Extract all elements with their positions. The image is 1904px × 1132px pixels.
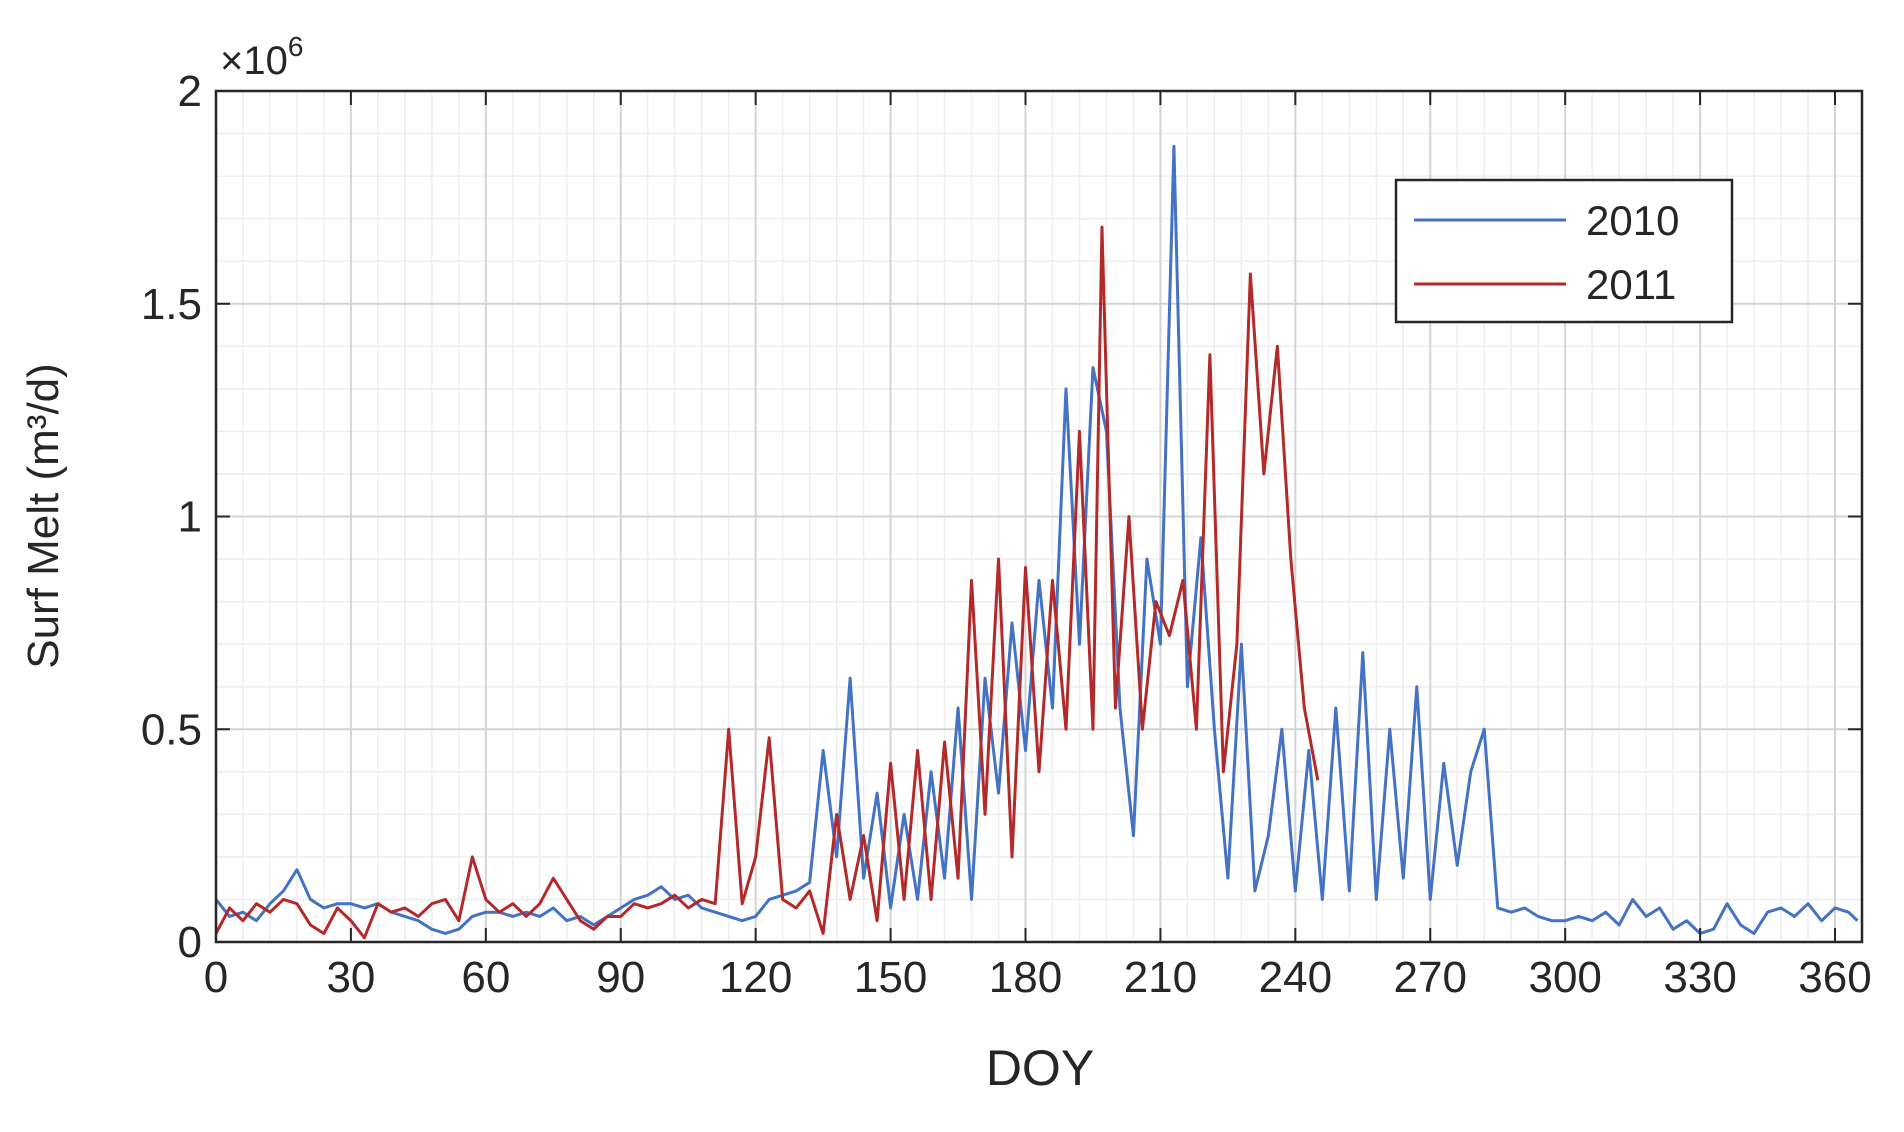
legend: 2010 2011 bbox=[1394, 178, 1734, 324]
y-tick-label: 0.5 bbox=[141, 705, 202, 754]
y-tick-label: 1.5 bbox=[141, 280, 202, 329]
x-tick-label: 270 bbox=[1394, 953, 1467, 1002]
y-multiplier: ×106 bbox=[220, 31, 303, 83]
x-tick-label: 180 bbox=[989, 953, 1062, 1002]
x-tick-label: 30 bbox=[326, 953, 375, 1002]
plot-frame bbox=[214, 89, 1864, 944]
x-axis-label: DOY bbox=[986, 1040, 1094, 1096]
plot-lines bbox=[214, 144, 1859, 940]
y-tick-label: 2 bbox=[178, 67, 202, 116]
y-multiplier-base: ×10 bbox=[220, 39, 288, 83]
x-tick-label: 60 bbox=[461, 953, 510, 1002]
x-tick-label: 210 bbox=[1124, 953, 1197, 1002]
series-line bbox=[214, 144, 1859, 935]
y-axis-label: Surf Melt (m³/d) bbox=[19, 363, 68, 669]
y-tick-label: 1 bbox=[178, 493, 202, 542]
y-tick-label: 0 bbox=[178, 918, 202, 967]
series-line bbox=[214, 225, 1320, 940]
x-tick-label: 360 bbox=[1798, 953, 1871, 1002]
legend-box bbox=[1394, 178, 1734, 324]
legend-label: 2011 bbox=[1586, 261, 1676, 308]
legend-label: 2010 bbox=[1586, 197, 1679, 244]
x-tick-label: 300 bbox=[1528, 953, 1601, 1002]
x-tick-label: 120 bbox=[719, 953, 792, 1002]
axes: 0 30 60 90 120 150 180 210 240 270 300 330 360 0 0.5 1 1… bbox=[141, 67, 1872, 1002]
x-tick-label: 0 bbox=[204, 953, 228, 1002]
grid bbox=[215, 90, 1862, 943]
x-tick-label: 240 bbox=[1259, 953, 1332, 1002]
x-tick-label: 150 bbox=[854, 953, 927, 1002]
x-tick-label: 330 bbox=[1663, 953, 1736, 1002]
x-tick-label: 90 bbox=[596, 953, 645, 1002]
y-multiplier-exponent: 6 bbox=[288, 31, 304, 62]
